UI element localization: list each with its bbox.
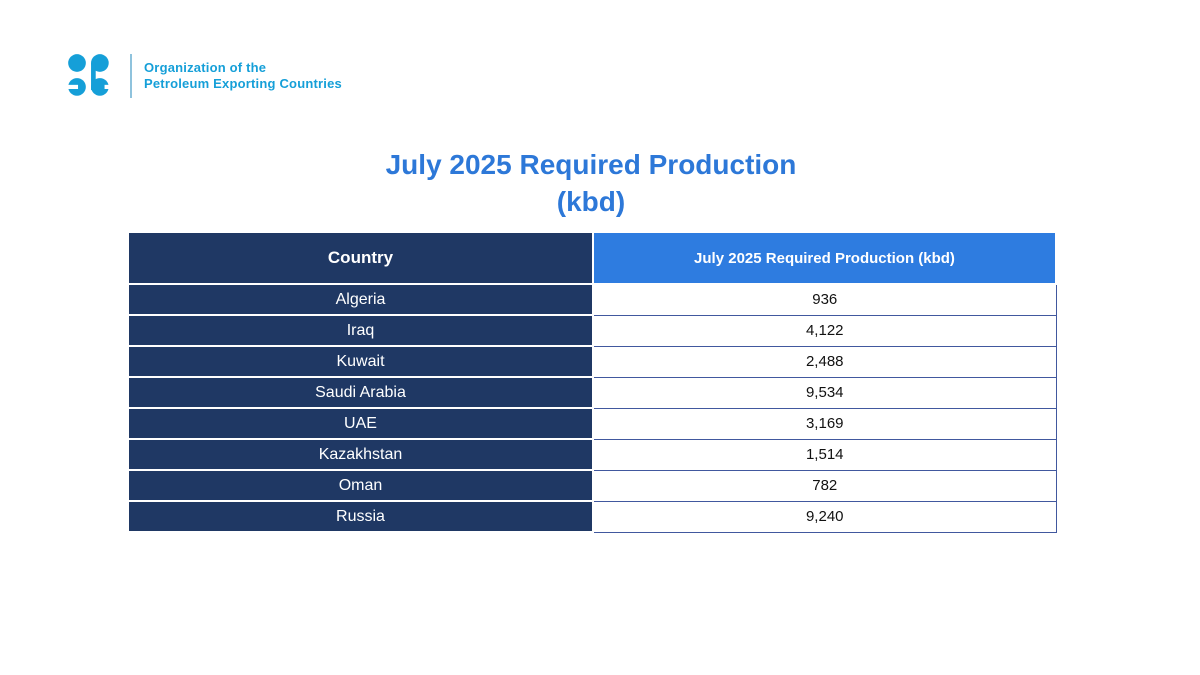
value-cell: 4,122 [592, 314, 1057, 347]
country-cell: UAE [127, 407, 594, 440]
brand-header: Organization of the Petroleum Exporting … [64, 50, 342, 102]
value-cell: 9,240 [592, 500, 1057, 533]
table-row: Algeria 936 [127, 283, 1057, 316]
country-column-header: Country [127, 231, 594, 285]
country-cell: Iraq [127, 314, 594, 347]
table-row: UAE 3,169 [127, 407, 1057, 440]
country-cell: Oman [127, 469, 594, 502]
table-header-row: Country July 2025 Required Production (k… [127, 231, 1057, 285]
country-cell: Kuwait [127, 345, 594, 378]
country-cell: Russia [127, 500, 594, 533]
org-name-line2: Petroleum Exporting Countries [144, 76, 342, 91]
production-table: Country July 2025 Required Production (k… [127, 231, 1057, 533]
country-cell: Kazakhstan [127, 438, 594, 471]
value-cell: 9,534 [592, 376, 1057, 409]
table-row: Kazakhstan 1,514 [127, 438, 1057, 471]
country-cell: Saudi Arabia [127, 376, 594, 409]
value-cell: 2,488 [592, 345, 1057, 378]
table-row: Russia 9,240 [127, 500, 1057, 533]
country-cell: Algeria [127, 283, 594, 316]
org-name: Organization of the Petroleum Exporting … [144, 60, 342, 92]
table-row: Iraq 4,122 [127, 314, 1057, 347]
value-cell: 1,514 [592, 438, 1057, 471]
value-cell: 936 [592, 283, 1057, 316]
opec-logo-icon [65, 54, 113, 96]
value-cell: 782 [592, 469, 1057, 502]
table-row: Oman 782 [127, 469, 1057, 502]
page-title: July 2025 Required Production (kbd) [127, 146, 1055, 220]
value-cell: 3,169 [592, 407, 1057, 440]
table-row: Saudi Arabia 9,534 [127, 376, 1057, 409]
org-name-line1: Organization of the [144, 60, 267, 75]
table-row: Kuwait 2,488 [127, 345, 1057, 378]
title-line1: July 2025 Required Production [385, 149, 797, 180]
brand-divider [130, 54, 132, 98]
production-column-header: July 2025 Required Production (kbd) [592, 231, 1057, 285]
title-line2: (kbd) [556, 186, 626, 217]
